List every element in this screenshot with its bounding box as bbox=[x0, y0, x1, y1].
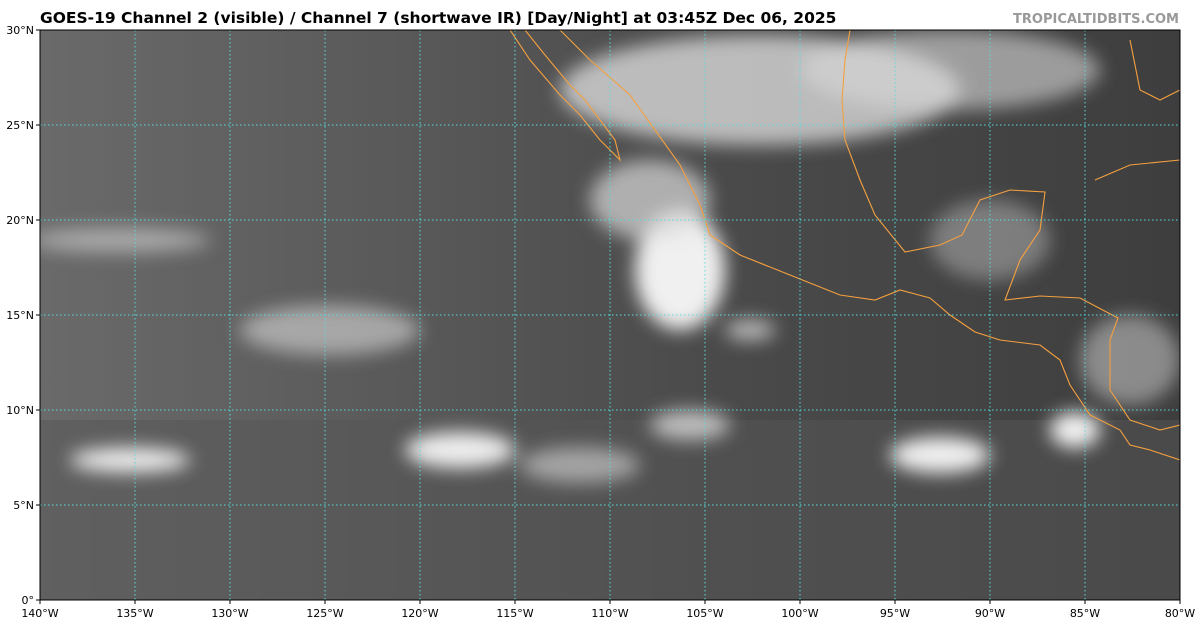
x-tick-label: 80°W bbox=[1165, 607, 1195, 620]
x-tick-label: 125°W bbox=[306, 607, 343, 620]
y-tick-label: 10°N bbox=[6, 404, 34, 417]
x-tick-label: 95°W bbox=[880, 607, 910, 620]
y-tick-label: 5°N bbox=[13, 499, 34, 512]
x-tick-label: 140°W bbox=[21, 607, 58, 620]
credit: TROPICALTIDBITS.COM bbox=[1013, 12, 1179, 27]
y-tick-label: 0° bbox=[22, 594, 35, 607]
x-tick-label: 105°W bbox=[686, 607, 723, 620]
x-tick-label: 120°W bbox=[401, 607, 438, 620]
title: GOES-19 Channel 2 (visible) / Channel 7 … bbox=[40, 9, 836, 27]
x-tick-label: 130°W bbox=[211, 607, 248, 620]
x-tick-label: 135°W bbox=[116, 607, 153, 620]
y-tick-label: 25°N bbox=[6, 119, 34, 132]
coastlines bbox=[509, 30, 1180, 461]
y-tick-label: 20°N bbox=[6, 214, 34, 227]
x-tick-label: 90°W bbox=[975, 607, 1005, 620]
x-tick-label: 85°W bbox=[1070, 607, 1100, 620]
y-tick-label: 15°N bbox=[6, 309, 34, 322]
x-tick-label: 115°W bbox=[496, 607, 533, 620]
y-tick-label: 30°N bbox=[6, 24, 34, 37]
x-tick-label: 110°W bbox=[591, 607, 628, 620]
x-tick-label: 100°W bbox=[781, 607, 818, 620]
